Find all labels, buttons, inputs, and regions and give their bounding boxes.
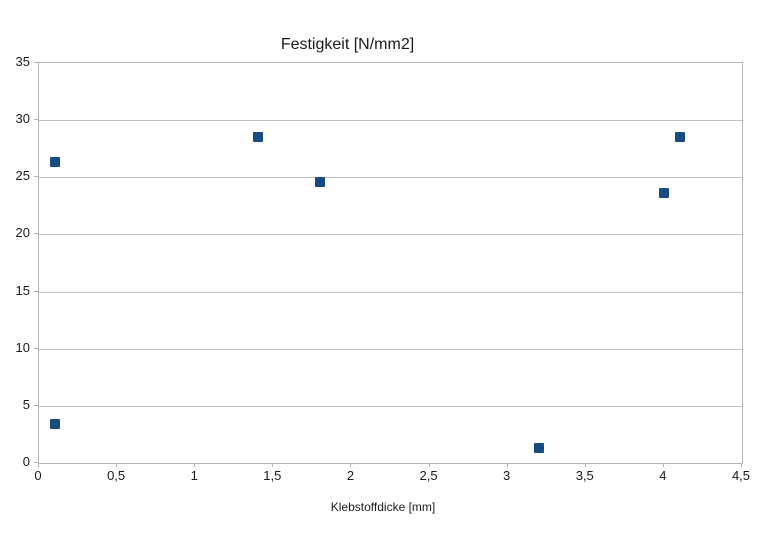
- x-axis-tick-mark: [38, 463, 39, 467]
- y-axis-tick-mark: [34, 290, 38, 292]
- y-axis-tick-label: 10: [15, 339, 30, 355]
- y-axis-tick-label: 35: [15, 54, 30, 69]
- horizontal-gridline: [39, 177, 742, 179]
- x-axis-tick-label: 3: [503, 468, 511, 483]
- y-axis-tick-mark: [34, 62, 38, 63]
- x-axis-tick-label: 0,5: [107, 468, 126, 483]
- x-axis-tick-label: 2: [346, 468, 355, 483]
- x-axis-tick-mark: [741, 463, 742, 467]
- data-point-marker: [315, 176, 326, 187]
- x-axis-tick-label: 4: [659, 468, 667, 483]
- x-axis-tick-label: 4,5: [731, 468, 751, 483]
- y-axis-tick-mark: [34, 119, 38, 121]
- data-point-marker: [252, 132, 263, 143]
- x-axis-tick-label: 0: [34, 468, 42, 483]
- x-axis-tick-mark: [116, 463, 118, 467]
- x-axis-title: Klebstoffdicke [mm]: [330, 500, 436, 514]
- data-point-marker: [674, 132, 685, 143]
- x-axis-tick-label: 1: [190, 468, 198, 483]
- horizontal-gridline: [39, 348, 742, 350]
- y-axis-tick-label: 20: [15, 225, 30, 241]
- y-axis-tick-label: 30: [15, 111, 30, 127]
- horizontal-gridline: [39, 234, 742, 236]
- data-point-marker: [49, 157, 60, 168]
- y-axis-tick-label: 15: [15, 282, 30, 298]
- y-axis-tick-mark: [34, 347, 38, 349]
- data-point-marker: [658, 188, 669, 199]
- y-axis-tick-label: 25: [15, 168, 30, 184]
- y-axis-tick-label: 5: [22, 396, 30, 412]
- x-axis-tick-label: 2,5: [419, 468, 438, 483]
- y-axis-tick-mark: [34, 176, 38, 178]
- x-axis-tick-mark: [506, 463, 508, 467]
- y-axis-tick-mark: [34, 404, 38, 406]
- y-axis-tick-mark: [34, 462, 38, 463]
- x-axis-tick-mark: [350, 463, 352, 467]
- x-axis-tick-label: 3,5: [575, 468, 594, 483]
- plot-area: [38, 62, 743, 464]
- x-axis-tick-mark: [428, 463, 430, 467]
- x-axis-tick-label: 1,5: [263, 468, 282, 483]
- horizontal-gridline: [39, 291, 742, 293]
- data-point-marker: [49, 419, 60, 430]
- y-axis-tick-label: 0: [22, 454, 30, 469]
- x-axis-tick-mark: [662, 463, 664, 467]
- data-point-marker: [533, 443, 544, 454]
- chart-title: Festigkeit [N/mm2]: [280, 36, 415, 53]
- horizontal-gridline: [39, 405, 742, 407]
- horizontal-gridline: [39, 120, 742, 122]
- x-axis-tick-mark: [584, 463, 586, 467]
- x-axis-tick-mark: [194, 463, 196, 467]
- y-axis-tick-mark: [34, 233, 38, 235]
- x-axis-tick-mark: [272, 463, 274, 467]
